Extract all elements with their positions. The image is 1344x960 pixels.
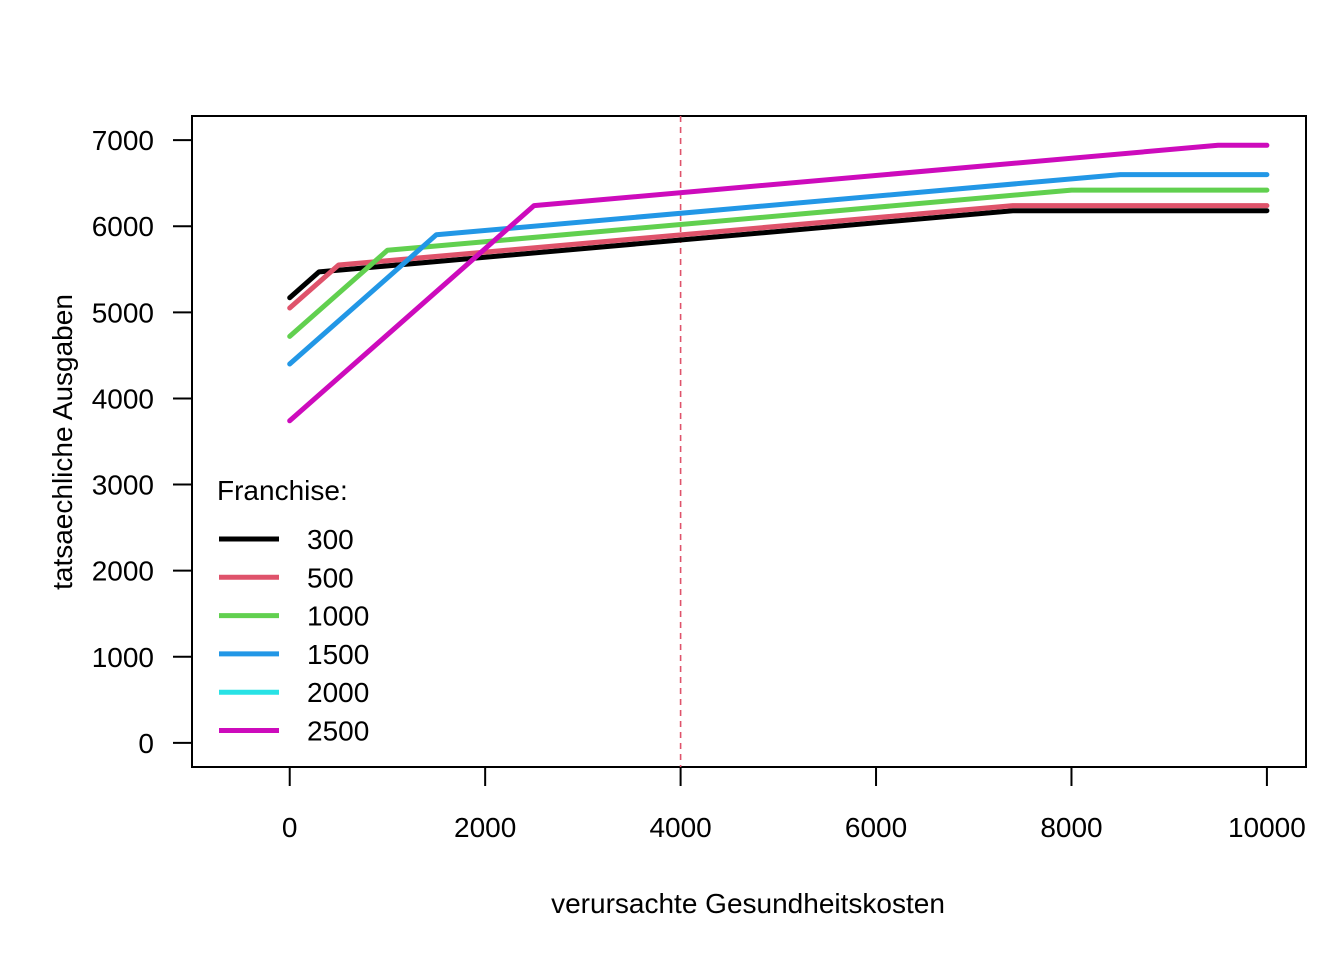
x-tick-label: 10000	[1228, 812, 1306, 843]
series-line-2500	[287, 142, 1270, 424]
x-tick-label: 0	[282, 812, 298, 843]
x-axis-label: verursachte Gesundheitskosten	[551, 888, 945, 919]
legend-label-1000: 1000	[307, 601, 369, 632]
series-line-500	[287, 203, 1270, 311]
legend: Franchise: 300 500 1000 1500 2000 2500	[217, 475, 369, 747]
y-tick-label: 6000	[92, 211, 154, 242]
x-tick-label: 4000	[649, 812, 711, 843]
x-tick-label: 2000	[454, 812, 516, 843]
y-axis-label: tatsaechliche Ausgaben	[47, 294, 78, 590]
axes: 0 2000 4000 6000 8000 10000 0 1000 2000 3000 4000 5…	[92, 125, 1306, 843]
legend-label-1500: 1500	[307, 639, 369, 670]
series-line-1000	[287, 187, 1270, 339]
x-tick-label: 8000	[1040, 812, 1102, 843]
y-tick-label: 5000	[92, 297, 154, 328]
y-tick-label: 3000	[92, 470, 154, 501]
y-tick-label: 1000	[92, 642, 154, 673]
legend-label-2000: 2000	[307, 677, 369, 708]
series-layer	[287, 142, 1270, 424]
legend-title: Franchise:	[217, 475, 348, 506]
y-tick-label: 0	[138, 728, 154, 759]
legend-label-300: 300	[307, 524, 354, 555]
x-tick-label: 6000	[845, 812, 907, 843]
y-tick-label: 4000	[92, 383, 154, 414]
y-tick-label: 2000	[92, 556, 154, 587]
legend-label-2500: 2500	[307, 716, 369, 747]
y-tick-label: 7000	[92, 125, 154, 156]
series-line-300	[287, 208, 1270, 301]
legend-label-500: 500	[307, 562, 354, 593]
series-line-1500	[287, 172, 1270, 367]
